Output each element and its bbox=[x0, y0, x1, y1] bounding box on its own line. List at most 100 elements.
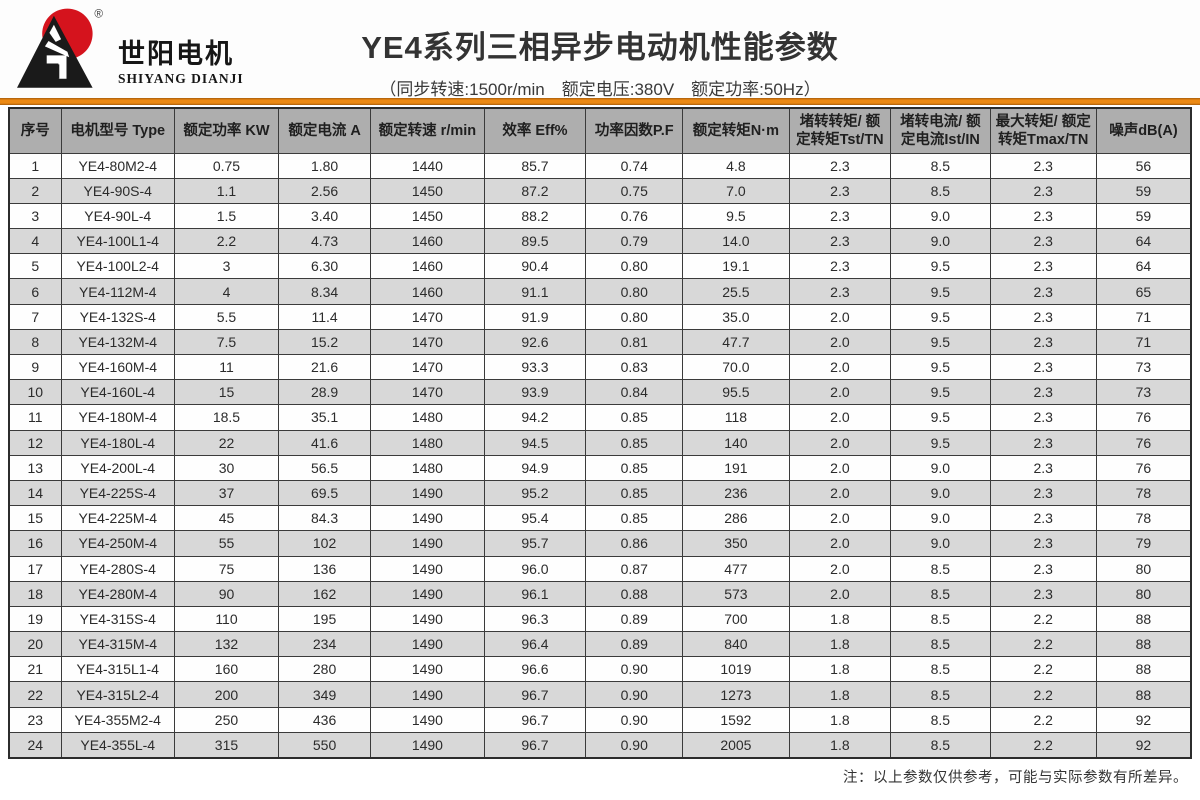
table-cell: 2.3 bbox=[788, 278, 892, 305]
table-cell: 92.6 bbox=[483, 328, 587, 356]
column-header-8: 堵转转矩/ 额定转矩Tst/TN bbox=[788, 107, 892, 154]
table-cell: 8.34 bbox=[277, 278, 372, 305]
table-cell: 4.8 bbox=[682, 152, 790, 179]
table-cell: 436 bbox=[277, 706, 372, 733]
table-cell: 4 bbox=[173, 278, 279, 305]
table-cell: 28.9 bbox=[277, 379, 372, 406]
table-cell: 19.1 bbox=[682, 253, 790, 280]
table-cell: 75 bbox=[173, 555, 279, 582]
table-cell: 73 bbox=[1095, 353, 1192, 381]
table-cell: 8.5 bbox=[890, 706, 991, 733]
table-cell: 21.6 bbox=[277, 353, 372, 381]
column-header-11: 噪声dB(A) bbox=[1095, 107, 1192, 154]
table-cell: 9.0 bbox=[890, 454, 991, 481]
table-cell: 8.5 bbox=[890, 152, 991, 179]
table-cell: 1460 bbox=[370, 278, 485, 305]
table-cell: 96.7 bbox=[483, 706, 587, 733]
table-cell: 2.3 bbox=[989, 404, 1097, 431]
table-cell: 96.7 bbox=[483, 681, 587, 708]
table-cell: 94.9 bbox=[483, 454, 587, 481]
table-cell: 0.90 bbox=[585, 656, 684, 683]
table-cell: 191 bbox=[682, 454, 790, 481]
table-cell: YE4-112M-4 bbox=[60, 278, 175, 305]
table-cell: 64 bbox=[1095, 228, 1192, 255]
table-cell: 65 bbox=[1095, 278, 1192, 305]
table-cell: 78 bbox=[1095, 505, 1192, 532]
table-cell: 16 bbox=[8, 530, 62, 557]
table-cell: 2.3 bbox=[989, 278, 1097, 305]
table-cell: 70.0 bbox=[682, 353, 790, 381]
table-row-8: 8 YE4-132M-4 7.5 15.2 1470 92.6 0.81 47.7 2.0 9.5… bbox=[8, 328, 1192, 356]
table-cell: 2.3 bbox=[989, 530, 1097, 557]
table-cell: 88 bbox=[1095, 631, 1192, 658]
table-cell: 91.1 bbox=[483, 278, 587, 305]
table-cell: 76 bbox=[1095, 429, 1192, 456]
table-row-16: 16 YE4-250M-4 55 102 1490 95.7 0.86 350 2.0 9.0 2.… bbox=[8, 530, 1192, 557]
table-cell: YE4-355L-4 bbox=[60, 731, 175, 759]
table-cell: 2.3 bbox=[788, 253, 892, 280]
table-cell: 162 bbox=[277, 580, 372, 607]
column-header-10: 最大转矩/ 额定转矩Tmax/TN bbox=[989, 107, 1097, 154]
logo-text: 世阳电机 SHIYANG DIANJI bbox=[118, 14, 244, 86]
table-cell: 1470 bbox=[370, 328, 485, 356]
table-cell: 2.0 bbox=[788, 555, 892, 582]
table-row-19: 19 YE4-315S-4 110 195 1490 96.3 0.89 700 1.8 8.5 2… bbox=[8, 605, 1192, 633]
table-cell: 11 bbox=[8, 404, 62, 431]
table-cell: 10 bbox=[8, 379, 62, 406]
table-cell: YE4-100L2-4 bbox=[60, 253, 175, 280]
table-cell: 88.2 bbox=[483, 202, 587, 230]
table-cell: 96.1 bbox=[483, 580, 587, 607]
table-cell: 2.3 bbox=[989, 379, 1097, 406]
table-row-18: 18 YE4-280M-4 90 162 1490 96.1 0.88 573 2.0 8.5 2.… bbox=[8, 580, 1192, 607]
table-cell: 8.5 bbox=[890, 681, 991, 708]
table-cell: 200 bbox=[173, 681, 279, 708]
table-cell: YE4-100L1-4 bbox=[60, 228, 175, 255]
table-cell: 8.5 bbox=[890, 580, 991, 607]
column-header-6: 功率因数P.F bbox=[585, 107, 684, 154]
table-cell: 22 bbox=[173, 429, 279, 456]
table-cell: 0.80 bbox=[585, 278, 684, 305]
table-cell: 93.9 bbox=[483, 379, 587, 406]
table-cell: 1490 bbox=[370, 706, 485, 733]
table-cell: 2.0 bbox=[788, 580, 892, 607]
table-cell: 23 bbox=[8, 706, 62, 733]
table-cell: 15 bbox=[173, 379, 279, 406]
table-cell: 1.8 bbox=[788, 605, 892, 633]
table-cell: 9.5 bbox=[890, 303, 991, 330]
table-cell: 0.85 bbox=[585, 454, 684, 481]
table-cell: 90.4 bbox=[483, 253, 587, 280]
table-cell: 2.3 bbox=[989, 202, 1097, 230]
table-cell: 15.2 bbox=[277, 328, 372, 356]
table-cell: 2.56 bbox=[277, 177, 372, 204]
table-cell: 4 bbox=[8, 228, 62, 255]
table-body: 1 YE4-80M2-4 0.75 1.80 1440 85.7 0.74 4.8 2.3 8.5… bbox=[8, 152, 1192, 759]
table-cell: 2.0 bbox=[788, 303, 892, 330]
table-cell: 0.88 bbox=[585, 580, 684, 607]
table-cell: 14 bbox=[8, 479, 62, 507]
table-cell: 1490 bbox=[370, 505, 485, 532]
table-cell: 0.79 bbox=[585, 228, 684, 255]
table-cell: 2005 bbox=[682, 731, 790, 759]
table-cell: 1480 bbox=[370, 404, 485, 431]
table-cell: 3.40 bbox=[277, 202, 372, 230]
table-cell: 160 bbox=[173, 656, 279, 683]
table-cell: 2.3 bbox=[989, 177, 1097, 204]
table-row-24: 24 YE4-355L-4 315 550 1490 96.7 0.90 2005 1.8 8.5… bbox=[8, 731, 1192, 759]
table-cell: 89.5 bbox=[483, 228, 587, 255]
table-cell: 1 bbox=[8, 152, 62, 179]
table-cell: YE4-315M-4 bbox=[60, 631, 175, 658]
table-cell: 55 bbox=[173, 530, 279, 557]
table-cell: 84.3 bbox=[277, 505, 372, 532]
table-cell: 0.85 bbox=[585, 505, 684, 532]
table-cell: 20 bbox=[8, 631, 62, 658]
table-cell: 2.0 bbox=[788, 530, 892, 557]
table-cell: 2.3 bbox=[989, 253, 1097, 280]
table-cell: 96.3 bbox=[483, 605, 587, 633]
table-cell: 1490 bbox=[370, 479, 485, 507]
table-cell: YE4-280S-4 bbox=[60, 555, 175, 582]
table-cell: 0.89 bbox=[585, 631, 684, 658]
table-cell: 96.4 bbox=[483, 631, 587, 658]
table-cell: 0.85 bbox=[585, 404, 684, 431]
table-cell: 85.7 bbox=[483, 152, 587, 179]
table-cell: YE4-80M2-4 bbox=[60, 152, 175, 179]
